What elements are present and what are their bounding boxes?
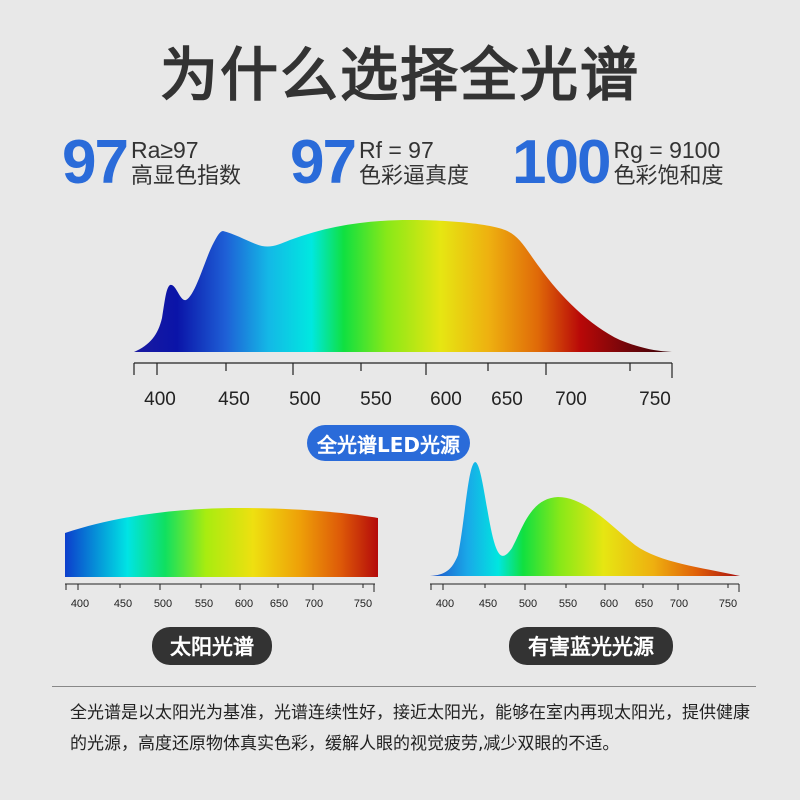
tick-label: 700 [305, 598, 323, 610]
stat-value: 97 [62, 128, 129, 197]
tick-label: 550 [195, 598, 213, 610]
tick-label: 500 [289, 389, 321, 410]
full-spectrum-led-label: 全光谱LED光源 [307, 425, 470, 461]
stat-code: Rf = 97 [358, 137, 434, 164]
stat-ra: 97 Ra≥97 高显色指数 [62, 128, 241, 198]
stat-label: 色彩饱和度 [613, 163, 724, 189]
tick-label: 400 [436, 598, 454, 610]
tick-label: 650 [491, 389, 523, 410]
tick-label: 600 [235, 598, 253, 610]
tick-label: 450 [218, 389, 250, 410]
divider [52, 686, 756, 687]
blue-axis [430, 583, 740, 592]
stat-label: 高显色指数 [130, 163, 241, 189]
sunlight-spectrum-label: 太阳光谱 [152, 627, 272, 665]
harmful-blue-light-label: 有害蓝光光源 [509, 627, 673, 665]
tick-label: 600 [600, 598, 618, 610]
stat-label: 色彩逼真度 [358, 163, 469, 189]
tick-label: 750 [354, 598, 372, 610]
tick-label: 650 [270, 598, 288, 610]
tick-label: 400 [71, 598, 89, 610]
stat-rf: 97 Rf = 97 色彩逼真度 [290, 128, 469, 198]
tick-label: 650 [635, 598, 653, 610]
tick-label: 700 [670, 598, 688, 610]
tick-label: 500 [154, 598, 172, 610]
tick-label: 550 [360, 389, 392, 410]
tick-label: 500 [519, 598, 537, 610]
page-title: 为什么选择全光谱 [159, 41, 640, 109]
stat-code: Ra≥97 [130, 137, 199, 164]
tick-label: 450 [479, 598, 497, 610]
stat-value: 97 [290, 128, 357, 197]
tick-label: 750 [719, 598, 737, 610]
description-text: 全光谱是以太阳光为基准，光谱连续性好，接近太阳光，能够在室内再现太阳光，提供健康… [70, 703, 750, 754]
tick-label: 400 [144, 389, 176, 410]
stat-rg: 100 Rg = 9100 色彩饱和度 [512, 128, 723, 198]
full-spectrum-area [134, 220, 672, 352]
stat-value: 100 [512, 128, 611, 197]
tick-label: 750 [639, 389, 671, 410]
main-axis [133, 362, 673, 378]
blue-light-spectrum-area [430, 462, 740, 576]
sun-axis [65, 583, 375, 592]
tick-label: 550 [559, 598, 577, 610]
tick-label: 450 [114, 598, 132, 610]
sun-spectrum-area [65, 508, 378, 577]
tick-label: 700 [555, 389, 587, 410]
stat-code: Rg = 9100 [613, 137, 721, 164]
tick-label: 600 [430, 389, 462, 410]
